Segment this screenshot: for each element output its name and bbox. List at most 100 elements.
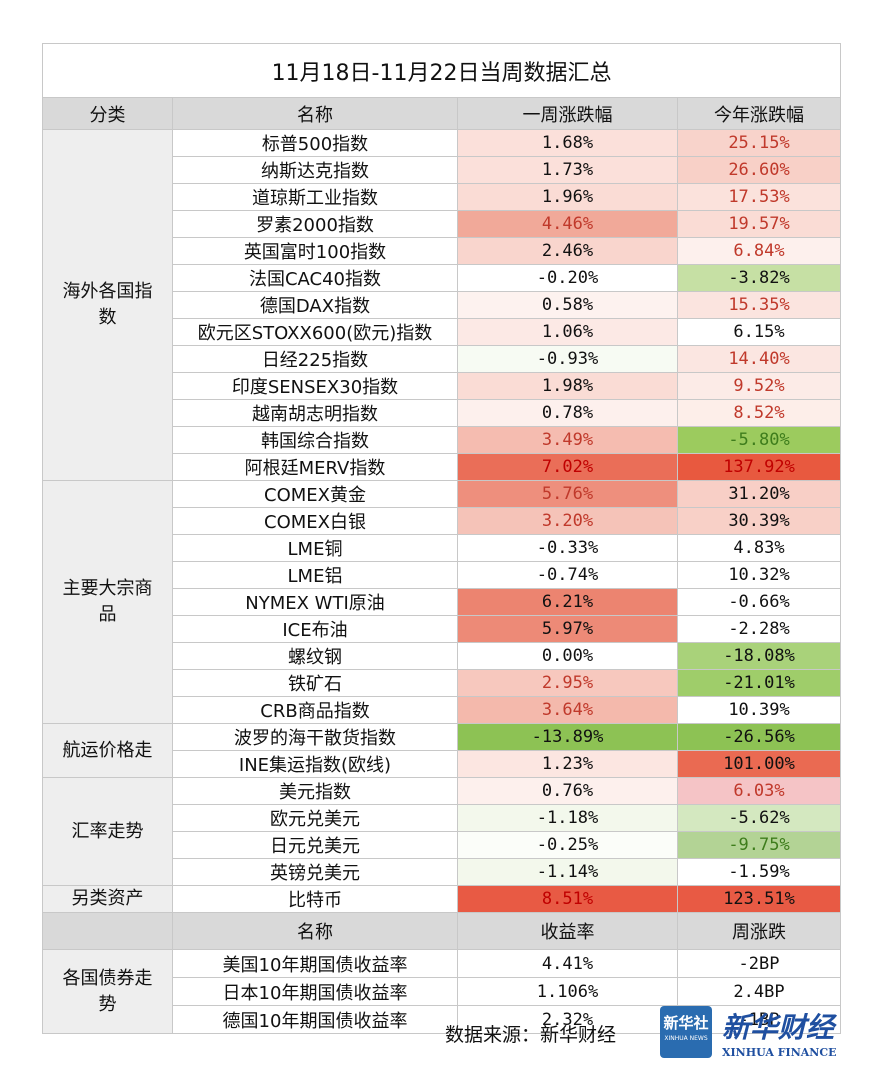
change-cell: 26.60%	[676, 156, 842, 184]
change-cell: 17.53%	[676, 183, 842, 211]
change-cell: 2.46%	[457, 237, 678, 265]
name-cell: 韩国综合指数	[172, 426, 458, 454]
name-cell: 美国10年期国债收益率	[172, 949, 458, 978]
change-cell: 25.15%	[676, 129, 842, 157]
data-row: INE集运指数(欧线) 1.23% 101.00%	[43, 750, 842, 778]
name-cell: 美元指数	[172, 777, 458, 805]
title-row: 11月18日-11月22日当周数据汇总	[41, 43, 842, 98]
badge-logo: 新华社 XINHUA NEWS	[660, 1006, 712, 1058]
change-cell: -26.56%	[676, 723, 842, 751]
name-cell: 螺纹钢	[172, 642, 458, 670]
change-cell: -0.33%	[457, 534, 678, 562]
table-body: 11月18日-11月22日当周数据汇总 分类 名称 一周涨跌幅 今年涨跌幅 海外各国指数标…	[41, 43, 842, 1034]
summary-table: 11月18日-11月22日当周数据汇总 分类 名称 一周涨跌幅 今年涨跌幅 海外各国指数标…	[41, 43, 842, 1034]
name-cell: INE集运指数(欧线)	[172, 750, 458, 778]
change-cell: 6.15%	[676, 318, 842, 346]
change-cell: 19.57%	[676, 210, 842, 238]
brand-en: XINHUA FINANCE	[722, 1046, 837, 1059]
change-cell: 8.51%	[457, 885, 678, 913]
data-row: CRB商品指数 3.64% 10.39%	[43, 696, 842, 724]
table-title: 11月18日-11月22日当周数据汇总	[41, 43, 842, 98]
data-row: 法国CAC40指数 -0.20% -3.82%	[43, 264, 842, 292]
change-cell: -3.82%	[676, 264, 842, 292]
change-cell: 0.76%	[457, 777, 678, 805]
category-cell: 主要大宗商品	[42, 480, 173, 724]
bond-header-row: 名称 收益率 周涨跌	[42, 912, 842, 950]
change-cell: 30.39%	[676, 507, 842, 535]
blank-header	[42, 912, 173, 950]
badge-text: 新华社	[663, 1014, 709, 1032]
data-row: 纳斯达克指数 1.73% 26.60%	[43, 156, 842, 184]
column-header: 名称	[172, 912, 458, 950]
change-cell: 5.97%	[457, 615, 678, 643]
change-cell: -2.28%	[676, 615, 842, 643]
name-cell: 欧元区STOXX600(欧元)指数	[172, 318, 458, 346]
value-cell: -2BP	[676, 949, 842, 978]
change-cell: 5.76%	[457, 480, 678, 508]
change-cell: 10.39%	[676, 696, 842, 724]
name-cell: 德国DAX指数	[172, 291, 458, 319]
change-cell: 1.06%	[457, 318, 678, 346]
name-cell: 波罗的海干散货指数	[172, 723, 458, 751]
name-cell: CRB商品指数	[172, 696, 458, 724]
column-header: 分类	[42, 97, 173, 130]
change-cell: -21.01%	[676, 669, 842, 697]
name-cell: 日本10年期国债收益率	[172, 977, 458, 1006]
name-cell: LME铜	[172, 534, 458, 562]
change-cell: 3.20%	[457, 507, 678, 535]
data-row: 阿根廷MERV指数 7.02% 137.92%	[43, 453, 842, 481]
brand-logo: 新华财经 XINHUA FINANCE	[722, 1006, 837, 1059]
change-cell: 7.02%	[457, 453, 678, 481]
name-cell: 德国10年期国债收益率	[172, 1005, 458, 1034]
name-cell: 日元兑美元	[172, 831, 458, 859]
change-cell: -5.80%	[676, 426, 842, 454]
name-cell: 比特币	[172, 885, 458, 913]
change-cell: 3.49%	[457, 426, 678, 454]
value-cell: 2.4BP	[676, 977, 842, 1006]
column-header: 一周涨跌幅	[457, 97, 678, 130]
name-cell: 标普500指数	[172, 129, 458, 157]
change-cell: -5.62%	[676, 804, 842, 832]
category-cell: 另类资产	[42, 885, 173, 913]
data-row: LME铜 -0.33% 4.83%	[43, 534, 842, 562]
change-cell: -0.20%	[457, 264, 678, 292]
name-cell: 英国富时100指数	[172, 237, 458, 265]
value-cell: 2.32%	[457, 1005, 678, 1034]
data-row: 日元兑美元 -0.25% -9.75%	[43, 831, 842, 859]
name-cell: LME铝	[172, 561, 458, 589]
column-header: 周涨跌	[676, 912, 842, 950]
name-cell: 日经225指数	[172, 345, 458, 373]
change-cell: -1.59%	[676, 858, 842, 886]
data-row: 欧元兑美元 -1.18% -5.62%	[43, 804, 842, 832]
change-cell: 1.96%	[457, 183, 678, 211]
source-note: 数据来源：新华财经	[445, 1024, 617, 1046]
change-cell: 6.03%	[676, 777, 842, 805]
change-cell: -13.89%	[457, 723, 678, 751]
name-cell: 法国CAC40指数	[172, 264, 458, 292]
change-cell: 6.84%	[676, 237, 842, 265]
change-cell: -1.14%	[457, 858, 678, 886]
change-cell: -0.74%	[457, 561, 678, 589]
brand-text: 新华财经	[722, 1011, 835, 1044]
name-cell: ICE布油	[172, 615, 458, 643]
change-cell: 1.98%	[457, 372, 678, 400]
header-row: 分类 名称 一周涨跌幅 今年涨跌幅	[42, 97, 842, 130]
data-row: 主要大宗商品 COMEX黄金 5.76% 31.20%	[42, 480, 842, 724]
data-row: 韩国综合指数 3.49% -5.80%	[43, 426, 842, 454]
name-cell: 罗素2000指数	[172, 210, 458, 238]
data-row: 另类资产 比特币 8.51% 123.51%	[42, 885, 842, 913]
change-cell: 2.95%	[457, 669, 678, 697]
category-cell: 海外各国指数	[42, 129, 173, 481]
summary-table-wrap: 11月18日-11月22日当周数据汇总 分类 名称 一周涨跌幅 今年涨跌幅 海外各国指数标…	[41, 43, 842, 1034]
change-cell: -18.08%	[676, 642, 842, 670]
name-cell: NYMEX WTI原油	[172, 588, 458, 616]
change-cell: 14.40%	[676, 345, 842, 373]
name-cell: 道琼斯工业指数	[172, 183, 458, 211]
data-row: 欧元区STOXX600(欧元)指数 1.06% 6.15%	[43, 318, 842, 346]
category-cell: 汇率走势	[42, 777, 173, 886]
data-row: 英镑兑美元 -1.14% -1.59%	[43, 858, 842, 886]
bond-row: 各国债券走势 美国10年期国债收益率 4.41% -2BP	[42, 949, 842, 1034]
data-row: 英国富时100指数 2.46% 6.84%	[43, 237, 842, 265]
column-header: 名称	[172, 97, 458, 130]
